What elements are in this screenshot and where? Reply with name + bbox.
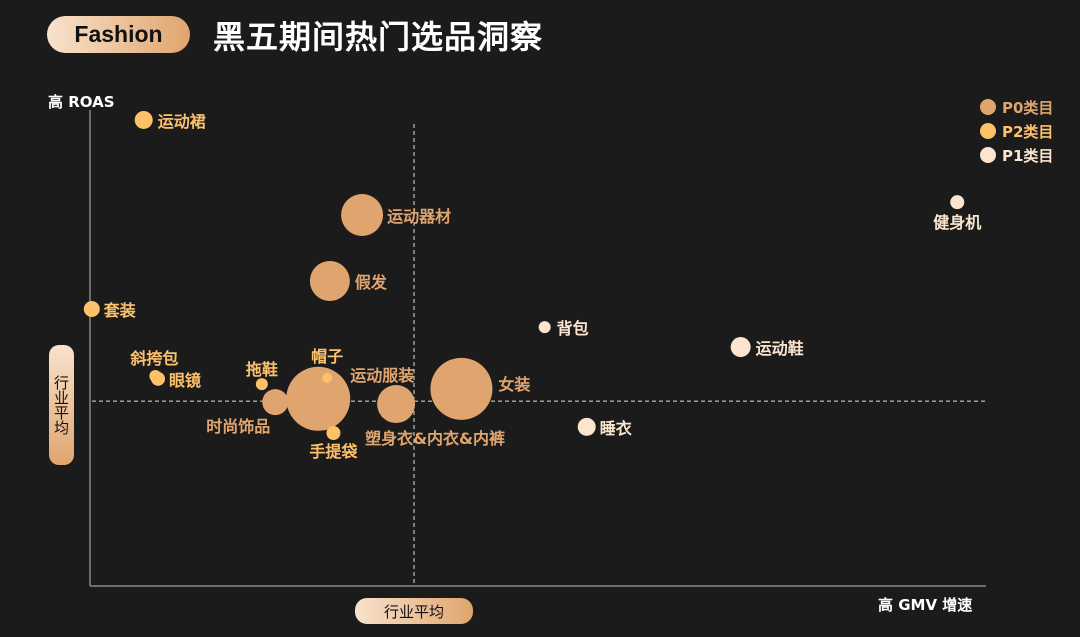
bubble-女装 [430, 357, 493, 420]
legend-swatch [980, 99, 996, 115]
bubble-label: 手提袋 [309, 442, 358, 461]
bubble-label: 帽子 [311, 347, 343, 366]
y-axis-label: 高 ROAS [48, 93, 115, 111]
bubble-label: 健身机 [933, 213, 981, 232]
bubble-label: 时尚饰品 [206, 417, 270, 436]
y-average-label: 行业平均 [49, 345, 74, 465]
legend-item-p1: P1类目 [980, 143, 1053, 167]
bubble-眼镜 [151, 371, 166, 386]
bubble-label: 背包 [557, 319, 589, 338]
bubble-label: 拖鞋 [246, 360, 278, 379]
bubble-label: 女装 [498, 375, 530, 394]
bubble-运动鞋 [730, 337, 751, 358]
legend-item-p0: P0类目 [980, 95, 1053, 119]
legend-item-p2: P2类目 [980, 119, 1053, 143]
legend-label: P2类目 [1002, 122, 1054, 141]
bubble-假发 [309, 261, 350, 301]
bubble-运动器材 [341, 193, 384, 236]
legend: P0类目 P2类目 P1类目 [980, 95, 1053, 167]
bubble-健身机 [950, 195, 965, 210]
legend-label: P1类目 [1002, 146, 1054, 165]
bubble-时尚饰品 [262, 389, 289, 416]
bubble-label: 塑身衣&内衣&内裤 [365, 429, 505, 448]
bubble-label: 运动器材 [387, 207, 451, 226]
bubble-label: 假发 [355, 273, 388, 292]
bubble-label: 运动鞋 [756, 339, 804, 358]
x-average-label: 行业平均 [355, 598, 473, 624]
bubble-塑身衣&内衣&内裤 [377, 385, 416, 424]
x-axis-label: 高 GMV 增速 [878, 596, 973, 614]
bubble-label: 运动裙 [158, 112, 206, 131]
bubble-背包 [538, 321, 551, 334]
legend-swatch [980, 123, 996, 139]
legend-label: P0类目 [1002, 98, 1054, 117]
bubble-运动服装 [286, 366, 351, 431]
bubble-label: 斜挎包 [129, 349, 178, 368]
bubble-拖鞋 [255, 378, 268, 391]
bubble-label: 套装 [103, 301, 136, 320]
bubbles-layer [83, 110, 965, 440]
bubble-运动裙 [134, 110, 153, 129]
bubble-帽子 [322, 372, 333, 383]
bubble-睡衣 [577, 417, 596, 436]
bubble-手提袋 [326, 426, 341, 440]
legend-swatch [980, 147, 996, 163]
bubble-label: 睡衣 [600, 419, 632, 438]
page-title: 黑五期间热门选品洞察 [213, 18, 544, 56]
category-badge: Fashion [47, 16, 190, 53]
bubble-套装 [83, 301, 100, 318]
bubble-label: 运动服装 [350, 366, 414, 385]
bubble-label: 眼镜 [169, 371, 201, 390]
